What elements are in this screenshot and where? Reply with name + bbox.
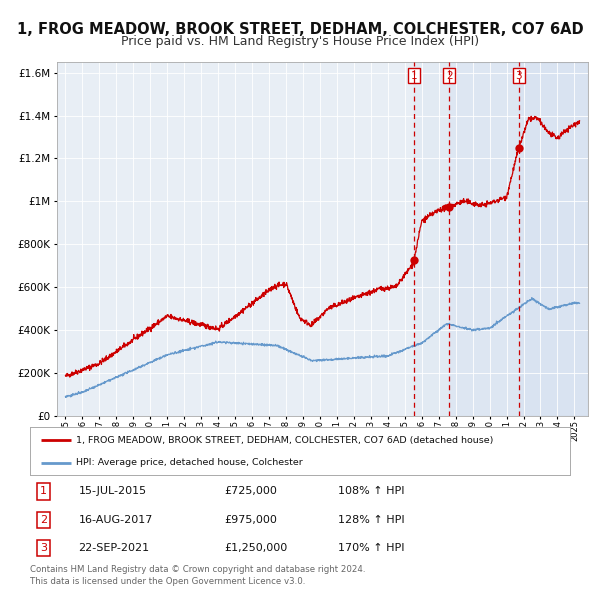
Text: Contains HM Land Registry data © Crown copyright and database right 2024.: Contains HM Land Registry data © Crown c… bbox=[30, 565, 365, 574]
Text: £725,000: £725,000 bbox=[224, 487, 277, 496]
Text: 2: 2 bbox=[446, 71, 452, 81]
Text: 2: 2 bbox=[40, 515, 47, 525]
Text: 16-AUG-2017: 16-AUG-2017 bbox=[79, 515, 153, 525]
Text: £975,000: £975,000 bbox=[224, 515, 277, 525]
Text: 22-SEP-2021: 22-SEP-2021 bbox=[79, 543, 150, 553]
Bar bbox=[519, 62, 588, 416]
Text: HPI: Average price, detached house, Colchester: HPI: Average price, detached house, Colc… bbox=[76, 458, 302, 467]
Text: This data is licensed under the Open Government Licence v3.0.: This data is licensed under the Open Gov… bbox=[30, 577, 305, 586]
Text: 3: 3 bbox=[40, 543, 47, 553]
Text: £1,250,000: £1,250,000 bbox=[224, 543, 287, 553]
Bar bbox=[449, 62, 588, 416]
Text: 1: 1 bbox=[410, 71, 417, 81]
Text: 1, FROG MEADOW, BROOK STREET, DEDHAM, COLCHESTER, CO7 6AD: 1, FROG MEADOW, BROOK STREET, DEDHAM, CO… bbox=[17, 22, 583, 37]
Text: 1, FROG MEADOW, BROOK STREET, DEDHAM, COLCHESTER, CO7 6AD (detached house): 1, FROG MEADOW, BROOK STREET, DEDHAM, CO… bbox=[76, 435, 493, 445]
Text: 1: 1 bbox=[40, 487, 47, 496]
Bar bbox=[414, 62, 588, 416]
Text: 15-JUL-2015: 15-JUL-2015 bbox=[79, 487, 147, 496]
Text: 108% ↑ HPI: 108% ↑ HPI bbox=[338, 487, 404, 496]
Text: Price paid vs. HM Land Registry's House Price Index (HPI): Price paid vs. HM Land Registry's House … bbox=[121, 35, 479, 48]
Text: 170% ↑ HPI: 170% ↑ HPI bbox=[338, 543, 404, 553]
Text: 128% ↑ HPI: 128% ↑ HPI bbox=[338, 515, 404, 525]
Text: 3: 3 bbox=[515, 71, 522, 81]
